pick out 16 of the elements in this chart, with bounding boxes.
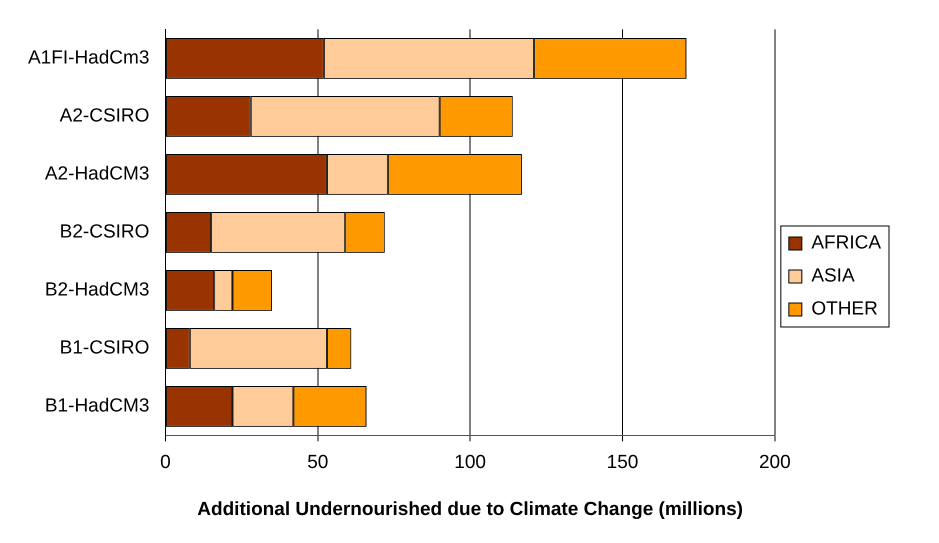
- y-tick-label: A1FI-HadCm3: [28, 48, 150, 69]
- x-tick-label: 50: [307, 452, 328, 474]
- legend-label: OTHER: [811, 298, 878, 320]
- y-tick-label: B1-HadCM3: [44, 396, 150, 417]
- y-tick-label: A2-HadCM3: [44, 164, 150, 185]
- y-tick-label: A2-CSIRO: [60, 106, 150, 127]
- y-tick-label: B2-CSIRO: [60, 222, 150, 243]
- legend-label: AFRICA: [811, 232, 882, 254]
- x-tick-label: 200: [758, 452, 791, 474]
- legend-label: ASIA: [811, 266, 855, 287]
- y-tick-label: B1-CSIRO: [60, 338, 150, 359]
- y-tick-label: B2-HadCM3: [44, 280, 150, 301]
- x-tick-label: 150: [606, 452, 638, 474]
- x-tick-label: 100: [454, 452, 486, 474]
- x-axis-title: Additional Undernourished due to Climate Change (millions): [197, 498, 743, 520]
- x-tick-label: 0: [160, 452, 171, 474]
